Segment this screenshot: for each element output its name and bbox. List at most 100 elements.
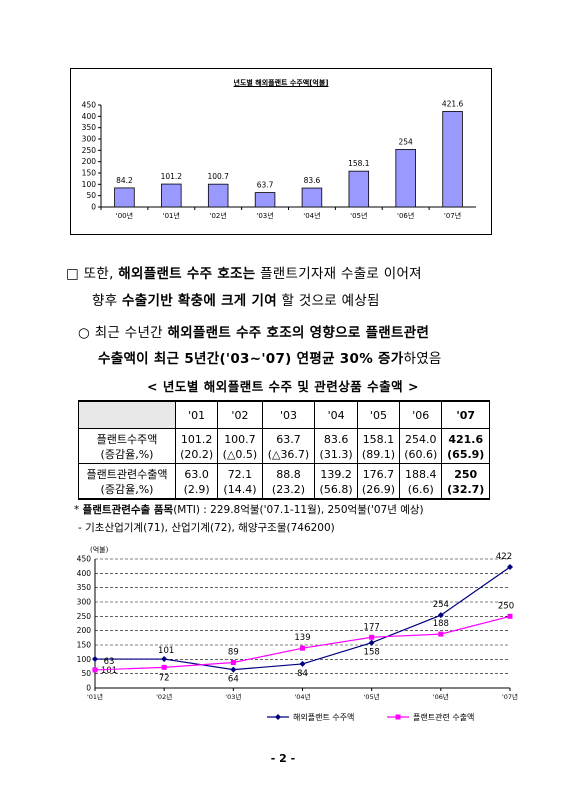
para2-line2-text: 수출액이 최근 5년간('03∼'07) 연평균 30% 증가하였음 [98, 351, 442, 367]
table-caption: < 년도별 해외플랜트 수주 및 관련상품 수출액 > [147, 379, 419, 394]
para1-line2-text: 향후 수출기반 확충에 크게 기여 할 것으로 예상됨 [92, 293, 380, 309]
text-segment: 하였음 [403, 351, 442, 367]
table-cell: (23.2) [261, 482, 316, 500]
bar [114, 187, 135, 208]
legend-marker [275, 714, 281, 720]
data-point [368, 639, 375, 646]
table-header-blank [78, 400, 176, 429]
y-tick-label: 0 [86, 684, 91, 693]
bar-chart-title: 년도별 해외플랜트 수주액[억불] [233, 79, 329, 87]
para1-line1-text: 또한, 해외플랜트 수주 호조는 플랜트기자재 수출로 이어져 [84, 266, 422, 282]
note1-prefix: * [74, 504, 80, 516]
x-tick-label: '05년 [350, 211, 367, 220]
text-segment: 해외플랜트 수주 호조의 영향으로 플랜트관련 [167, 325, 430, 341]
table-header-cell: '06 [399, 400, 443, 429]
text-segment: 최근 수년간 [94, 325, 168, 341]
y-tick-label: 150 [82, 169, 97, 178]
y-tick-label: 200 [82, 157, 97, 166]
data-point [437, 612, 444, 619]
table-cell: (32.7) [441, 482, 490, 500]
data-point [230, 659, 236, 665]
table-cell: 88.8 [261, 463, 316, 482]
data-label: 84 [297, 669, 308, 679]
x-tick-label: '03년 [256, 211, 273, 220]
bar [395, 149, 416, 208]
note1: * 플랜트관련수출 품목(MTI) : 229.8억불('07.1-11월), … [74, 502, 424, 517]
data-label: 89 [228, 647, 239, 657]
y-tick-label: 350 [82, 123, 97, 132]
data-point [92, 667, 98, 673]
data-point [507, 564, 513, 571]
table-cell: (6.6) [399, 482, 443, 500]
data-point [438, 631, 444, 637]
unit-label: (억불) [90, 545, 109, 554]
table-cell: 101.2 [174, 428, 219, 447]
data-point [300, 645, 305, 651]
x-tick-label: '06년 [433, 692, 449, 701]
para2-line1: ○ 최근 수년간 해외플랜트 수주 호조의 영향으로 플랜트관련 [78, 321, 429, 341]
bar-value-label: 63.7 [257, 181, 274, 190]
row-label: (증감율,%) [78, 447, 176, 464]
data-point [230, 666, 237, 673]
table-cell: 176.7 [356, 463, 401, 482]
data-point [369, 634, 375, 640]
table-header-cell: '07 [441, 400, 490, 429]
table-cell: (89.1) [356, 447, 401, 464]
table-cell: (14.4) [217, 482, 263, 500]
legend-marker [395, 714, 401, 720]
y-tick-label: 400 [77, 569, 92, 578]
row-label: 플랜트수주액 [78, 428, 176, 447]
bar-chart: 0 50 100 150 200 250 300 350 400 450 84.2 '00년 101.2… [82, 99, 476, 220]
note1-rest: (MTI) : 229.8억불('07.1-11월), 250억불('07년 예… [173, 504, 424, 516]
text-segment: 해외플랜트 수주 호조는 [118, 266, 256, 282]
x-tick-label: '04년 [294, 692, 310, 701]
x-tick-label: '06년 [397, 211, 414, 220]
data-label: 139 [294, 633, 310, 643]
x-tick-label: '01년 [163, 211, 180, 220]
bar [348, 170, 370, 208]
data-point [92, 656, 98, 663]
table-cell: (65.9) [441, 447, 490, 464]
bar-value-label: 100.7 [207, 172, 229, 181]
data-label: 250 [498, 601, 514, 611]
table-cell: (2.9) [174, 482, 219, 500]
text-segment: 수출기반 확충에 크게 기여 [122, 293, 277, 309]
note1-bold: 플랜트관련수출 품목 [82, 504, 174, 516]
y-tick-label: 250 [82, 146, 97, 155]
table-cell: 139.2 [314, 463, 358, 482]
x-tick-label: '03년 [225, 692, 241, 701]
table-cell: 63.0 [174, 463, 219, 482]
data-label: 422 [496, 552, 512, 562]
y-tick-label: 350 [77, 583, 92, 592]
y-tick-label: 400 [82, 112, 97, 121]
table-cell: 158.1 [356, 428, 401, 447]
y-tick-label: 250 [77, 612, 92, 621]
para2-line2: 수출액이 최근 5년간('03∼'07) 연평균 30% 증가하였음 [98, 347, 442, 367]
y-tick-label: 150 [77, 641, 92, 650]
x-tick-label: '07년 [502, 692, 518, 701]
data-label: 254 [433, 600, 449, 610]
x-tick-label: '04년 [303, 211, 320, 220]
para1-line2: 향후 수출기반 확충에 크게 기여 할 것으로 예상됨 [92, 289, 380, 309]
text-segment: 향후 [92, 293, 123, 309]
legend-label: 플랜트관련 수출액 [413, 712, 474, 722]
y-tick-label: 450 [82, 101, 97, 110]
table-cell: 250 [441, 463, 490, 482]
y-tick-label: 200 [77, 626, 92, 635]
bar [207, 183, 229, 208]
data-point [299, 660, 306, 667]
table-row: 플랜트관련수출액 63.0 72.1 88.8 139.2 176.7 188.… [78, 463, 490, 482]
text-segment: 플랜트기자재 수출로 이어져 [255, 266, 422, 282]
table-row: (증감율,%) (2.9) (14.4) (23.2) (56.8) (26.9… [78, 482, 490, 500]
data-label: 101 [101, 666, 117, 676]
text-segment: 할 것으로 예상됨 [276, 293, 380, 309]
x-tick-label: '02년 [210, 211, 227, 220]
data-label: 101 [158, 646, 174, 656]
data-label: 158 [364, 648, 380, 658]
table-cell: (56.8) [314, 482, 358, 500]
y-tick-label: 300 [77, 598, 92, 607]
table-cell: 72.1 [217, 463, 263, 482]
table-cell: (31.3) [314, 447, 358, 464]
bar-value-label: 83.6 [304, 176, 321, 185]
bar [442, 111, 463, 208]
